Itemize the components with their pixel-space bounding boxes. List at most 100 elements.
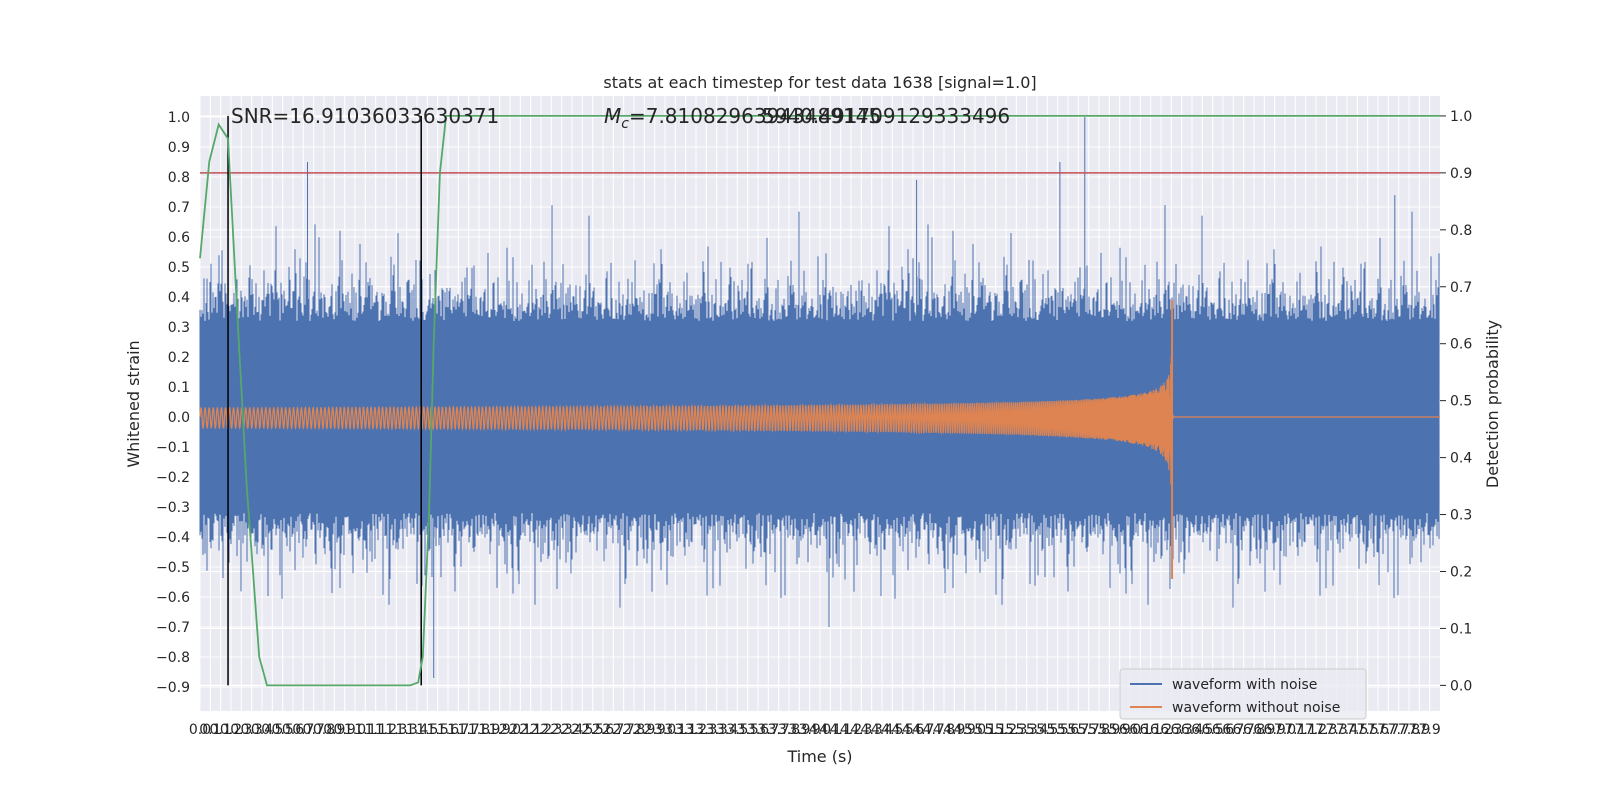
- x-tick-label: 3.7: [757, 722, 779, 738]
- chirp-mass-overlap-annotation: 5940.491709129333496: [762, 104, 1010, 128]
- x-tick-label: 6.3: [1171, 722, 1193, 738]
- x-tick-label: 7.7: [1377, 722, 1399, 738]
- y-tick-label: 0.6: [168, 230, 190, 246]
- x-tick-label: 3.5: [726, 722, 748, 738]
- x-tick-label: 2.1: [520, 722, 542, 738]
- x-tick-label: 6.1: [1140, 722, 1162, 738]
- x-tick-label: 7.3: [1326, 722, 1348, 738]
- x-tick-label: 1.4: [406, 722, 428, 738]
- x-tick-label: 4.9: [954, 722, 976, 738]
- y2-tick-label: 0.1: [1450, 621, 1472, 637]
- x-tick-label: 3.6: [747, 722, 769, 738]
- x-tick-label: 2.5: [582, 722, 604, 738]
- x-tick-label: 6.3: [1160, 722, 1182, 738]
- x-tick-label: 1.2: [375, 722, 397, 738]
- y-tick-label: −0.1: [156, 440, 190, 456]
- x-tick-label: 2.6: [592, 722, 614, 738]
- x-tick-label: 0.0: [189, 722, 211, 738]
- y-tick-label: 0.8: [168, 170, 190, 186]
- x-tick-label: 4.9: [943, 722, 965, 738]
- x-tick-label: 6.1: [1129, 722, 1151, 738]
- x-tick-label: 7.3: [1315, 722, 1337, 738]
- x-tick-label: 6.7: [1222, 722, 1244, 738]
- x-tick-label: 2.2: [530, 722, 552, 738]
- x-tick-label: 3.1: [675, 722, 697, 738]
- y2-tick-label: 1.0: [1450, 109, 1472, 125]
- x-tick-label: 4.5: [881, 722, 903, 738]
- chirp-mass-value: =7.81082963943489145: [629, 104, 881, 128]
- chirp-mass-subscript: c: [621, 116, 629, 132]
- x-tick-label: 7.8: [1398, 722, 1420, 738]
- x-tick-label: 2.3: [540, 722, 562, 738]
- x-tick-label: 7.2: [1305, 722, 1327, 738]
- x-tick-label: 4.3: [850, 722, 872, 738]
- legend-label-clean: waveform without noise: [1172, 700, 1340, 716]
- x-axis-label: Time (s): [786, 747, 852, 766]
- x-tick-label: 5.2: [995, 722, 1017, 738]
- x-tick-label: 5.4: [1026, 722, 1048, 738]
- chart-title: stats at each timestep for test data 163…: [603, 73, 1036, 92]
- x-tick-label: 1.5: [427, 722, 449, 738]
- x-tick-label: 0.2: [220, 722, 242, 738]
- x-tick-label: 7.4: [1336, 722, 1358, 738]
- x-tick-label: 6.9: [1264, 722, 1286, 738]
- x-tick-label: 3.3: [695, 722, 717, 738]
- x-tick-label: 3.8: [778, 722, 800, 738]
- x-tick-label: 5.3: [1005, 722, 1027, 738]
- x-tick-label: 4.6: [902, 722, 924, 738]
- x-tick-label: 2.3: [551, 722, 573, 738]
- x-tick-label: 6.7: [1233, 722, 1255, 738]
- x-tick-label: 5.7: [1078, 722, 1100, 738]
- y-tick-label: −0.3: [156, 500, 190, 516]
- x-tick-label: 1.9: [478, 722, 500, 738]
- x-tick-label: 4.2: [840, 722, 862, 738]
- x-tick-label: 3.5: [737, 722, 759, 738]
- x-tick-label: 0.1: [210, 722, 232, 738]
- x-tick-label: 0.3: [230, 722, 252, 738]
- x-tick-label: 1.3: [396, 722, 418, 738]
- clean-waveform-line: [199, 345, 1440, 485]
- y-tick-label: −0.7: [156, 620, 190, 636]
- x-tick-label: 7.1: [1284, 722, 1306, 738]
- x-tick-label: 5.9: [1098, 722, 1120, 738]
- x-tick-label: 2.8: [623, 722, 645, 738]
- x-tick-label: 0.3: [241, 722, 263, 738]
- y2-tick-label: 0.9: [1450, 166, 1472, 182]
- y-tick-label: 0.0: [168, 410, 190, 426]
- x-tick-label: 4.3: [861, 722, 883, 738]
- y-tick-label: −0.5: [156, 560, 190, 576]
- x-tick-label: 7.5: [1357, 722, 1379, 738]
- y-tick-label: 1.0: [168, 110, 190, 126]
- x-tick-label: 4.1: [819, 722, 841, 738]
- y-tick-label: −0.9: [156, 680, 190, 696]
- x-tick-label: 0.7: [292, 722, 314, 738]
- x-tick-label: 1.5: [416, 722, 438, 738]
- chirp-mass-annotation: Mc=7.81082963943489145: [604, 104, 881, 132]
- y2-tick-label: 0.5: [1450, 394, 1472, 410]
- x-tick-label: 6.6: [1212, 722, 1234, 738]
- x-tick-label: 6.9: [1253, 722, 1275, 738]
- x-tick-label: 7.6: [1367, 722, 1389, 738]
- x-tick-label: 4.4: [871, 722, 893, 738]
- x-tick-label: 4.7: [923, 722, 945, 738]
- snr-annotation: SNR=16.91036033630371: [231, 104, 499, 128]
- overlay-lines: [199, 115, 1440, 687]
- x-tick-label: 1.6: [437, 722, 459, 738]
- y-tick-label: −0.6: [156, 590, 190, 606]
- x-tick-label: 0.5: [261, 722, 283, 738]
- x-tick-label: 3.2: [685, 722, 707, 738]
- y2-tick-label: 0.6: [1450, 337, 1472, 353]
- x-tick-label: 4.5: [892, 722, 914, 738]
- x-tick-label: 0.8: [313, 722, 335, 738]
- x-tick-label: 5.5: [1047, 722, 1069, 738]
- x-tick-label: 6.5: [1191, 722, 1213, 738]
- x-tick-label: 6.8: [1243, 722, 1265, 738]
- y-tick-label: 0.5: [168, 260, 190, 276]
- x-tick-label: 6.4: [1181, 722, 1203, 738]
- x-tick-label: 3.3: [706, 722, 728, 738]
- x-tick-label: 3.0: [654, 722, 676, 738]
- x-tick-label: 7.1: [1295, 722, 1317, 738]
- x-tick-label: 6.5: [1202, 722, 1224, 738]
- x-tick-label: 0.1: [199, 722, 221, 738]
- x-tick-label: 2.1: [509, 722, 531, 738]
